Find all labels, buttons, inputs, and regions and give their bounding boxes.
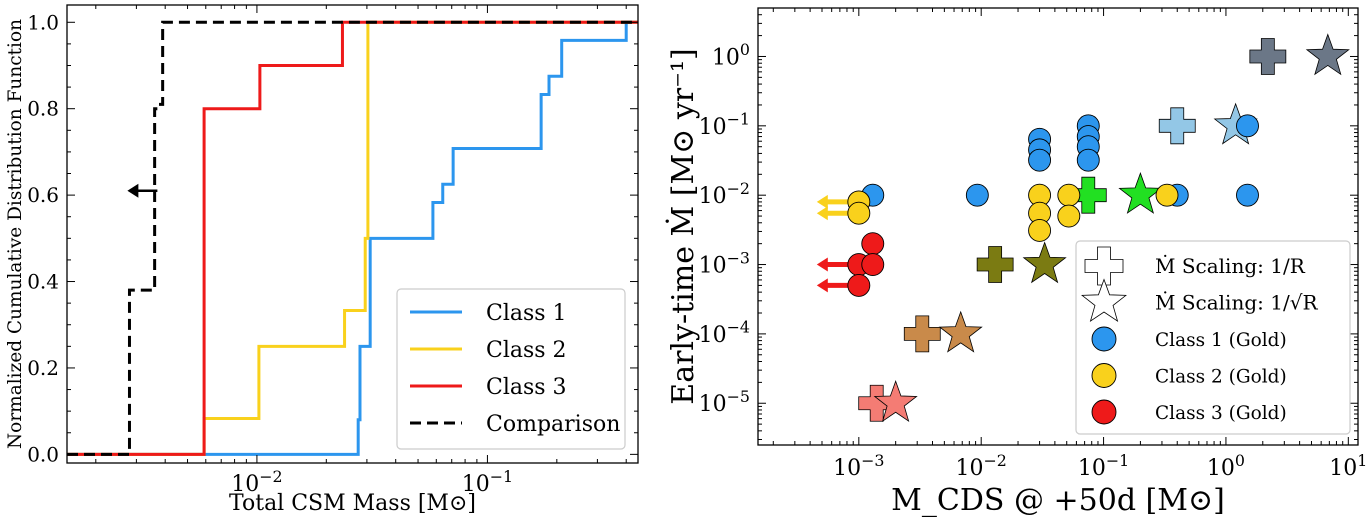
plot-frame [757, 7, 1359, 446]
legend-box [1075, 240, 1351, 435]
comparison-arrow-head [127, 183, 139, 198]
circle-marker-2 [1028, 219, 1052, 242]
legend: Class 1 Class 2 Class 3 Comparison [396, 288, 626, 450]
y-axis-label: Early-time Ṁ [M⊙ yr⁻¹] [665, 48, 701, 404]
right-scatter-chart: 10−3 10−2 10−1 100 101 10−5 10−4 10−3 10−2 10−1 10… [665, 7, 1367, 518]
circle-marker-2 [1155, 183, 1179, 207]
series-line-class-1 [67, 20, 638, 456]
y-tick-label: 1.0 [27, 10, 59, 34]
x-tick-label: 101 [1329, 451, 1367, 481]
legend-star-icon [1081, 278, 1127, 323]
plot-area [67, 20, 638, 456]
circle-marker-1 [1076, 148, 1100, 172]
circle-marker-1 [1236, 114, 1259, 138]
star-marker [1118, 171, 1163, 214]
plot-frame [66, 4, 639, 464]
legend-plus-icon [1084, 246, 1124, 286]
circle-marker-2 [847, 201, 871, 225]
y-tick-label: 10−3 [699, 248, 750, 278]
legend-circle-icon [1091, 363, 1117, 388]
circle-marker-2 [1057, 183, 1081, 207]
circle-marker-1 [1028, 148, 1052, 172]
series-line-comparison [67, 20, 638, 456]
y-tick-label: 0.4 [27, 270, 59, 294]
y-tick-label: 10−4 [699, 318, 750, 348]
circle-marker-2 [1057, 204, 1081, 228]
y-tick-label: 100 [712, 40, 750, 70]
y-tick-label: 0.6 [27, 183, 59, 207]
x-tick-label: 10−2 [231, 467, 282, 497]
circle-marker-3 [861, 253, 885, 276]
y-tick-label: 10−2 [699, 179, 750, 209]
plus-marker [1249, 38, 1287, 75]
star-marker [1022, 241, 1067, 284]
y-tick-label: 10−5 [699, 387, 750, 417]
plus-marker [903, 315, 941, 353]
x-tick-label: 10−1 [1078, 451, 1129, 481]
upper-limit-arrow-head [816, 278, 828, 293]
legend-label: Comparison [486, 412, 620, 437]
y-tick-label: 0.0 [27, 442, 59, 466]
legend-label: Class 2 (Gold) [1155, 367, 1287, 388]
star-marker [938, 310, 983, 353]
y-axis-label: Normalized Cumulative Distribution Funct… [5, 19, 26, 449]
legend-label: Ṁ Scaling: 1/√R [1155, 291, 1318, 315]
x-axis-label: M_CDS @ +50d [M⊙] [891, 483, 1225, 518]
upper-limit-arrow-head [816, 194, 828, 209]
legend-circle-icon [1091, 326, 1117, 352]
plus-marker [1158, 107, 1196, 145]
star-marker [873, 380, 918, 422]
plus-marker [976, 246, 1014, 283]
legend-label: Class 2 [486, 338, 567, 363]
x-tick-label: 10−1 [462, 467, 513, 497]
circle-marker-1 [965, 183, 989, 207]
x-tick-label: 100 [1207, 451, 1245, 481]
legend-label: Class 1 [486, 301, 567, 326]
x-axis-label: Total CSM Mass [M⊙] [229, 491, 476, 516]
legend-label: Class 3 (Gold) [1155, 403, 1287, 424]
y-tick-label: 0.2 [27, 356, 59, 380]
upper-limit-arrow-head [816, 206, 828, 221]
circle-marker-3 [847, 273, 871, 297]
left-cdf-chart: 10−2 10−1 0.0 0.2 0.4 0.6 0.8 1.0 Total CSM Mass… [5, 4, 639, 516]
x-tick-label: 10−3 [833, 451, 884, 481]
y-tick-label: 10−1 [699, 110, 750, 140]
legend: Ṁ Scaling: 1/R Ṁ Scaling: 1/√R Class 1 (Go… [1075, 240, 1351, 435]
legend-box [396, 288, 626, 450]
circle-marker-3 [861, 232, 885, 256]
star-marker [1305, 33, 1350, 76]
y-tick-label: 0.8 [27, 97, 59, 121]
legend-label: Class 3 [486, 375, 567, 400]
legend-label: Class 1 (Gold) [1155, 330, 1287, 351]
x-tick-label: 10−2 [956, 451, 1007, 481]
legend-label: Ṁ Scaling: 1/R [1155, 254, 1306, 278]
legend-circle-icon [1091, 399, 1117, 425]
upper-limit-arrow-head [816, 257, 828, 272]
circle-marker-1 [1236, 183, 1259, 207]
series-line-class-3 [67, 20, 638, 456]
